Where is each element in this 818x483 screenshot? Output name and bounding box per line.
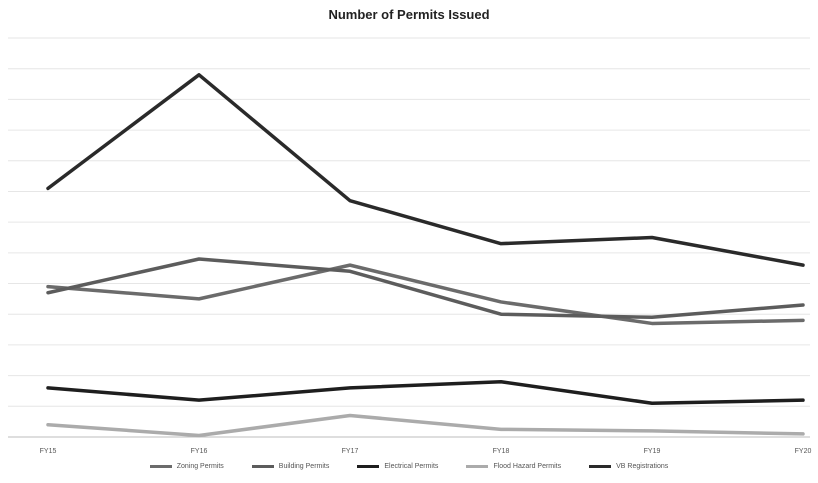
series-line-flood-hazard-permits (46, 413, 805, 438)
x-tick-label: FY15 (40, 448, 57, 455)
series-line-electrical-permits (46, 380, 805, 405)
chart-title: Number of Permits Issued (328, 7, 490, 22)
gridlines (8, 37, 810, 438)
legend-item: Building Permits (251, 463, 330, 470)
legend-item: Zoning Permits (149, 463, 224, 470)
series-line-vb-registrations (46, 73, 805, 267)
x-tick-label: FY20 (795, 448, 812, 455)
legend-label: VB Registrations (616, 463, 669, 470)
legend-swatch (357, 465, 380, 468)
legend-swatch (466, 465, 489, 468)
series-line-zoning-permits (46, 263, 805, 326)
x-axis-ticks: FY15 FY16 FY17 FY18 FY19 FY20 (40, 448, 812, 455)
series-line-building-permits (46, 257, 805, 320)
x-tick-label: FY18 (493, 448, 510, 455)
legend-swatch (149, 465, 172, 468)
legend-label: Flood Hazard Permits (493, 463, 562, 470)
legend: Zoning Permits Building Permits Electrical… (0, 463, 818, 470)
legend-label: Zoning Permits (176, 463, 224, 470)
series-lines (46, 73, 805, 438)
legend-label: Electrical Permits (384, 463, 439, 470)
legend-swatch (589, 465, 612, 468)
x-tick-label: FY17 (342, 448, 359, 455)
x-tick-label: FY16 (191, 448, 208, 455)
x-tick-label: FY19 (644, 448, 661, 455)
legend-item: VB Registrations (589, 463, 668, 470)
legend-swatch (251, 465, 274, 468)
legend-item: Electrical Permits (357, 463, 438, 470)
legend-label: Building Permits (278, 463, 330, 470)
legend-item: Flood Hazard Permits (466, 463, 561, 470)
